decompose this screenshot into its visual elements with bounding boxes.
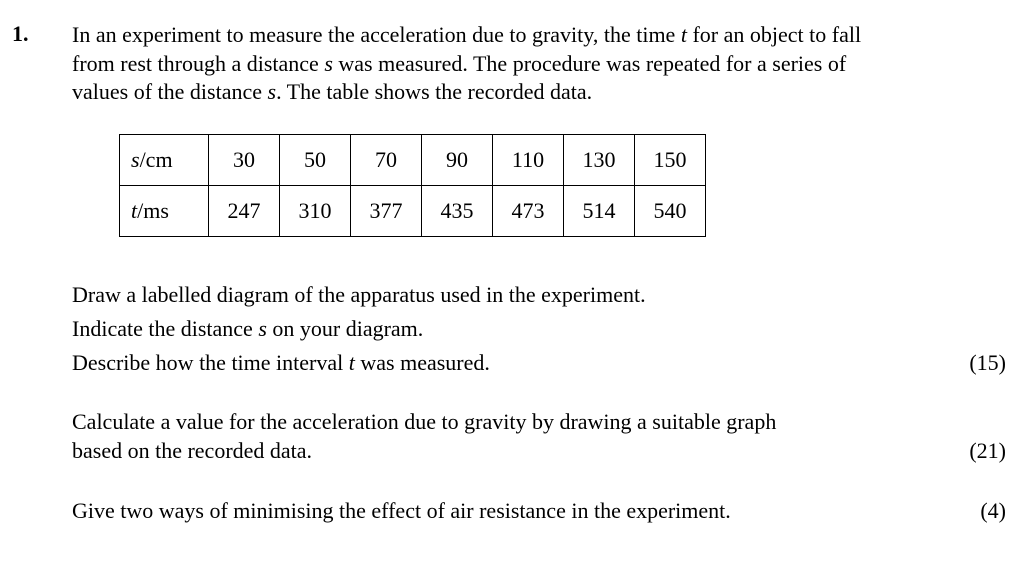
- intro-text: was measured. The procedure was repeated…: [332, 50, 847, 76]
- variable-s: s: [131, 147, 140, 172]
- intro-text: for an object to fall: [686, 22, 862, 47]
- table-cell: 130: [563, 134, 635, 186]
- part-diagram: Draw a labelled diagram of the apparatus…: [72, 282, 646, 308]
- unit-label: /cm: [139, 147, 173, 172]
- variable-t: t: [131, 198, 138, 223]
- intro-line-2: from rest through a distance s was measu…: [72, 50, 1002, 79]
- intro-text: . The table shows the recorded data.: [276, 79, 593, 104]
- part-calculate-line-1: Calculate a value for the acceleration d…: [72, 409, 777, 434]
- part-text: Indicate the distance: [72, 316, 259, 341]
- table-cell: 377: [350, 185, 422, 237]
- marks-allocation: (21): [969, 438, 1006, 463]
- table-cell: 435: [421, 185, 493, 237]
- question-number: 1.: [12, 21, 29, 46]
- table-cell: 514: [563, 185, 635, 237]
- table-cell: 150: [634, 134, 706, 186]
- table-row-time: t/ms 247 310 377 435 473 514 540: [119, 185, 706, 237]
- unit-label: /ms: [137, 198, 169, 223]
- intro-text: from rest through a distance: [72, 50, 325, 76]
- marks-allocation: (4): [980, 498, 1006, 523]
- table-cell: 110: [492, 134, 564, 186]
- table-cell: 90: [421, 134, 493, 186]
- table-cell: 540: [634, 185, 706, 237]
- part-describe-timing: Describe how the time interval t was mea…: [72, 350, 490, 376]
- part-indicate-distance: Indicate the distance s on your diagram.: [72, 316, 423, 342]
- variable-s: s: [324, 50, 333, 76]
- part-text: on your diagram.: [266, 316, 424, 341]
- variable-t: t: [348, 350, 355, 375]
- data-table: s/cm 30 50 70 90 110 130 150 t/ms 247 31…: [119, 134, 706, 237]
- part-text: Draw a labelled diagram of the apparatus…: [72, 282, 646, 307]
- table-cell: 70: [350, 134, 422, 186]
- part-text: Describe how the time interval: [72, 350, 349, 375]
- row-header-s: s/cm: [119, 134, 209, 186]
- variable-s: s: [258, 316, 267, 341]
- part-air-resistance: Give two ways of minimising the effect o…: [72, 498, 731, 523]
- question-intro: In an experiment to measure the accelera…: [72, 21, 1002, 107]
- table-cell: 247: [208, 185, 280, 237]
- intro-text: values of the distance: [72, 79, 268, 104]
- variable-s: s: [267, 79, 277, 104]
- row-header-t: t/ms: [119, 185, 209, 237]
- table-cell: 50: [279, 134, 351, 186]
- part-calculate-line-2: based on the recorded data.: [72, 438, 313, 463]
- table-cell: 473: [492, 185, 564, 237]
- part-text: was measured.: [354, 350, 490, 375]
- marks-allocation: (15): [969, 350, 1006, 375]
- intro-line-3: values of the distance s. The table show…: [72, 78, 1002, 107]
- table-row-distance: s/cm 30 50 70 90 110 130 150: [119, 134, 706, 186]
- table-cell: 30: [208, 134, 280, 186]
- variable-t: t: [680, 22, 687, 47]
- intro-text: In an experiment to measure the accelera…: [72, 22, 681, 47]
- table-cell: 310: [279, 185, 351, 237]
- intro-line-1: In an experiment to measure the accelera…: [72, 21, 1002, 50]
